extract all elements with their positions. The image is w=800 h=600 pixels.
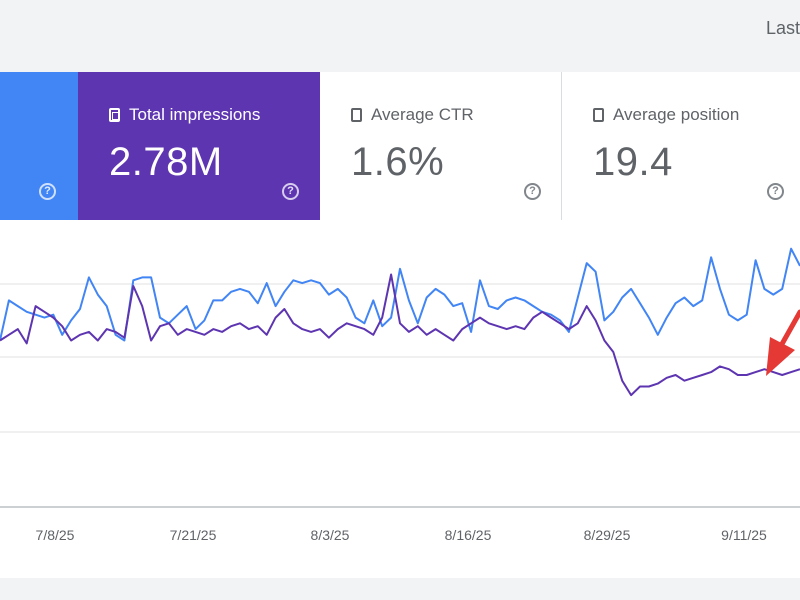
annotation-arrow-head <box>766 337 795 376</box>
metric-card-average-position[interactable]: Average position 19.4 ? <box>562 72 800 220</box>
metric-card-total-impressions[interactable]: Total impressions 2.78M ? <box>78 72 320 220</box>
metric-value: 2.78M <box>109 140 223 184</box>
metric-value: 1.6% <box>351 140 445 184</box>
bottom-strip <box>0 578 800 600</box>
date-range-filter[interactable]: Last <box>766 18 800 38</box>
x-tick-label: 8/29/25 <box>584 527 631 543</box>
metric-card-average-ctr[interactable]: Average CTR 1.6% ? <box>320 72 562 220</box>
help-icon[interactable]: ? <box>767 183 784 200</box>
metric-cards: ? Total impressions 2.78M ? Average CTR … <box>0 72 800 220</box>
top-bar: Last <box>0 0 800 72</box>
metric-value: 19.4 <box>593 140 673 184</box>
clicks-series-line <box>0 247 800 342</box>
checkbox-icon[interactable] <box>593 108 604 122</box>
x-tick-label: 7/21/25 <box>170 527 217 543</box>
checkbox-icon[interactable] <box>109 108 120 122</box>
help-icon[interactable]: ? <box>282 183 299 200</box>
metric-card-clicks[interactable]: ? <box>0 72 78 220</box>
performance-chart: 7/8/25 7/21/25 8/3/25 8/16/25 8/29/25 9/11/25 <box>0 220 800 578</box>
x-tick-label: 8/3/25 <box>311 527 350 543</box>
annotation-arrow-shaft <box>779 309 800 347</box>
checkbox-icon[interactable] <box>351 108 362 122</box>
chart-svg: 7/8/25 7/21/25 8/3/25 8/16/25 8/29/25 9/11/25 <box>0 247 800 543</box>
x-tick-label: 8/16/25 <box>445 527 492 543</box>
help-icon[interactable]: ? <box>524 183 541 200</box>
metric-label: Average CTR <box>371 105 474 124</box>
metric-label: Average position <box>613 105 740 124</box>
metric-label: Total impressions <box>129 105 261 124</box>
x-tick-label: 9/11/25 <box>721 527 767 543</box>
impressions-series-line <box>0 273 800 397</box>
help-icon[interactable]: ? <box>39 183 56 200</box>
x-tick-label: 7/8/25 <box>36 527 75 543</box>
